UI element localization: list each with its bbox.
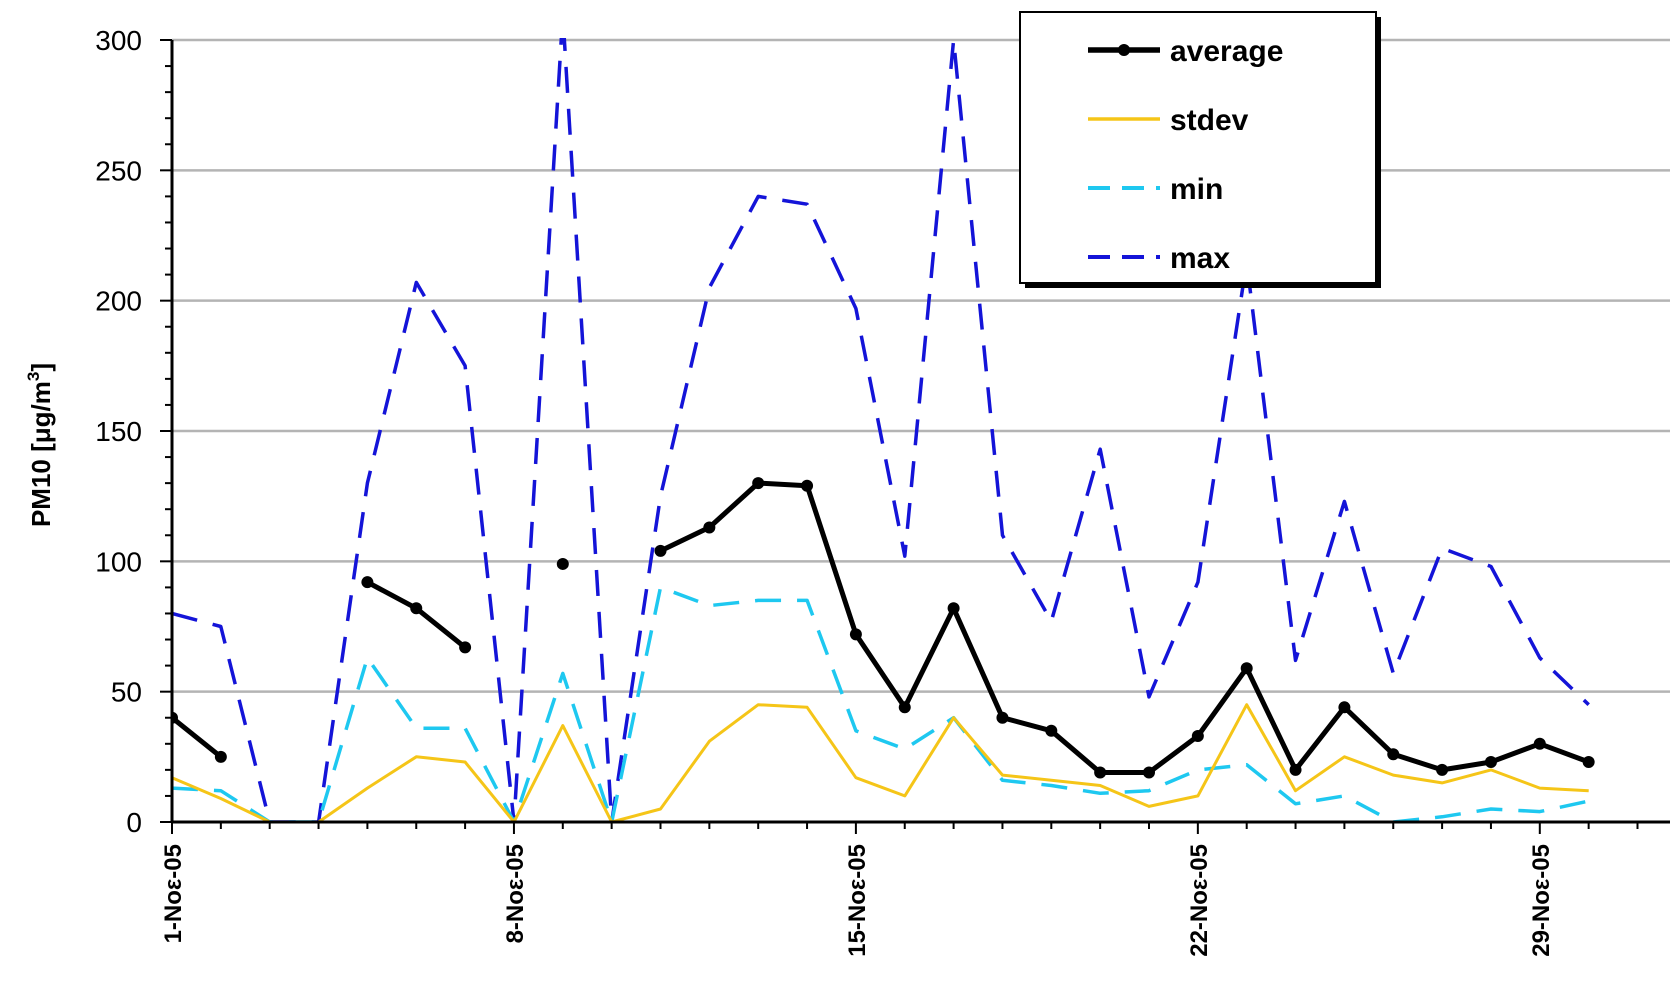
point-average [654, 544, 667, 557]
y-axis-title-superscript: 3 [24, 372, 43, 381]
legend-marker-average [1118, 44, 1130, 56]
legend: average stdev min max [1019, 11, 1381, 288]
y-tick-label: 150 [95, 416, 142, 447]
legend-label-max: max [1170, 242, 1230, 275]
point-average [361, 576, 374, 589]
point-average [1191, 729, 1204, 742]
legend-box [1019, 11, 1377, 284]
point-average [410, 602, 423, 615]
series-line-average [366, 579, 467, 650]
point-average [1094, 766, 1107, 779]
x-tick-label: 1-Noε-05 [160, 844, 187, 943]
y-axis-title-main: PM10 [μg/m [26, 381, 56, 527]
axis-labels: 0 50 100 150 200 250 300 1-Noε-05 8-Noε-05 15-Noε… [95, 25, 1555, 957]
point-average [898, 701, 911, 714]
series-lines [172, 38, 1595, 822]
point-average [1289, 763, 1302, 776]
point-average [1143, 766, 1155, 779]
legend-label-stdev: stdev [1170, 104, 1249, 137]
series-line-average [172, 715, 223, 759]
series-line-stdev [172, 703, 1589, 822]
series-line-max [172, 38, 1590, 822]
legend-items: average stdev min max [1088, 35, 1283, 275]
point-average [214, 750, 227, 763]
y-tick-label: 100 [95, 546, 142, 577]
point-average [1338, 701, 1351, 714]
point-average [1484, 756, 1497, 769]
legend-label-min: min [1170, 173, 1223, 206]
x-tick-label: 8-Noε-05 [502, 844, 529, 943]
point-average [1436, 763, 1449, 776]
legend-label-average: average [1170, 35, 1283, 68]
gridlines [172, 38, 1670, 693]
point-average [947, 602, 960, 615]
y-tick-label: 300 [95, 25, 142, 56]
x-tick-label: 15-Noε-05 [844, 844, 871, 957]
point-average [1533, 737, 1546, 750]
y-tick-label: 0 [126, 807, 142, 838]
x-tick-label: 22-Noε-05 [1186, 844, 1213, 957]
axes [160, 39, 1670, 834]
point-average [1582, 756, 1595, 769]
x-tick-label: 29-Noε-05 [1528, 844, 1555, 957]
point-average [1387, 748, 1400, 761]
point-average [1045, 724, 1058, 737]
point-average [849, 628, 862, 641]
point-average [459, 641, 472, 654]
y-tick-label: 250 [95, 155, 142, 186]
y-tick-label: 200 [95, 286, 142, 317]
series-line-average [659, 480, 1590, 775]
series-line-min [172, 585, 1590, 822]
y-axis-title: PM10 [μg/m3] [24, 363, 56, 527]
y-tick-label: 50 [111, 677, 142, 708]
point-average [752, 477, 765, 490]
point-average [801, 479, 814, 492]
point-average [996, 711, 1009, 724]
y-axis-title-end: ] [26, 363, 56, 372]
point-average [556, 557, 569, 570]
point-average [703, 521, 716, 534]
point-average [1240, 662, 1253, 675]
